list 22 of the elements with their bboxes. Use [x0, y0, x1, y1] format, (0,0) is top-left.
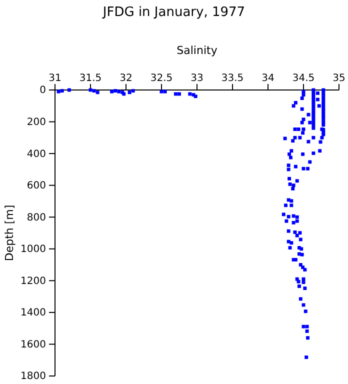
- x-tick-label: 32.5: [150, 73, 173, 84]
- x-tick-label: 32: [120, 73, 132, 84]
- y-axis-title: Depth [m]: [3, 204, 16, 262]
- y-tick-label: 1800: [20, 371, 46, 382]
- y-tick-label: 1000: [20, 244, 46, 256]
- y-tick-label: 1200: [20, 276, 46, 287]
- x-tick-label: 31.5: [79, 73, 102, 84]
- y-tick-label: 1600: [20, 339, 46, 350]
- y-tick-label: 600: [26, 180, 46, 192]
- x-tick-label: 33: [190, 73, 204, 84]
- x-tick-label: 31: [48, 73, 62, 84]
- y-tick-label: 400: [26, 148, 46, 160]
- x-tick-label: 34: [262, 73, 274, 84]
- x-tick-label: 34.5: [292, 73, 315, 84]
- x-tick-label: 35: [332, 73, 346, 84]
- y-tick-label: 200: [26, 116, 46, 128]
- y-tick-label: 0: [40, 85, 46, 96]
- y-tick-label: 800: [26, 212, 46, 224]
- chart-title: JFDG in January, 1977: [102, 5, 246, 20]
- y-tick-label: 1400: [20, 308, 46, 319]
- x-axis-title: Salinity: [176, 44, 218, 57]
- x-tick-label: 33.5: [221, 73, 244, 84]
